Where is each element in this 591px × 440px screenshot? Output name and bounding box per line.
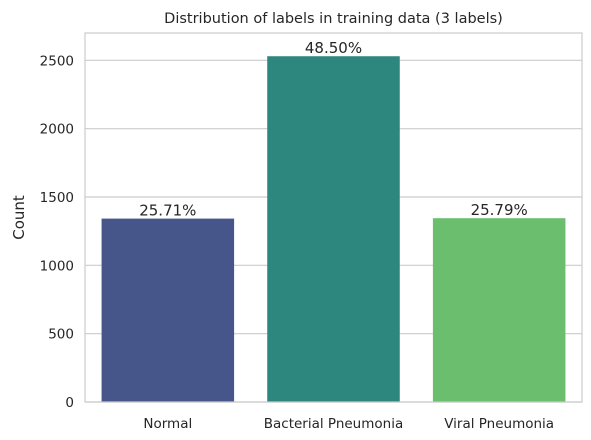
y-tick-label: 1500 [40, 190, 74, 206]
plot-frame [84, 32, 583, 403]
x-tick-labels: Normal Bacterial Pneumonia Viral Pneumonia [143, 416, 554, 432]
chart-title: Distribution of labels in training data … [164, 11, 503, 27]
y-tick-label: 2000 [40, 122, 74, 138]
bars [101, 56, 566, 402]
x-tick-label: Normal [143, 416, 192, 432]
y-axis-label: Count [10, 195, 28, 240]
bar-data-label: 25.79% [471, 201, 528, 219]
y-tick-label: 2500 [40, 53, 74, 69]
y-tick-label: 0 [65, 395, 74, 411]
bar-data-label: 48.50% [305, 39, 362, 57]
y-tick-labels: 0 500 1000 1500 2000 2500 [40, 53, 74, 411]
y-tick-label: 500 [48, 327, 74, 343]
data-labels: 25.71% 48.50% 25.79% [139, 39, 528, 219]
x-tick-label: Viral Pneumonia [444, 416, 554, 432]
x-tick-label: Bacterial Pneumonia [264, 416, 403, 432]
bar-data-label: 25.71% [139, 202, 196, 220]
bar-viral-pneumonia [432, 218, 566, 402]
bar-bacterial-pneumonia [267, 56, 400, 402]
bar-normal [101, 218, 235, 402]
y-tick-label: 1000 [40, 258, 74, 274]
